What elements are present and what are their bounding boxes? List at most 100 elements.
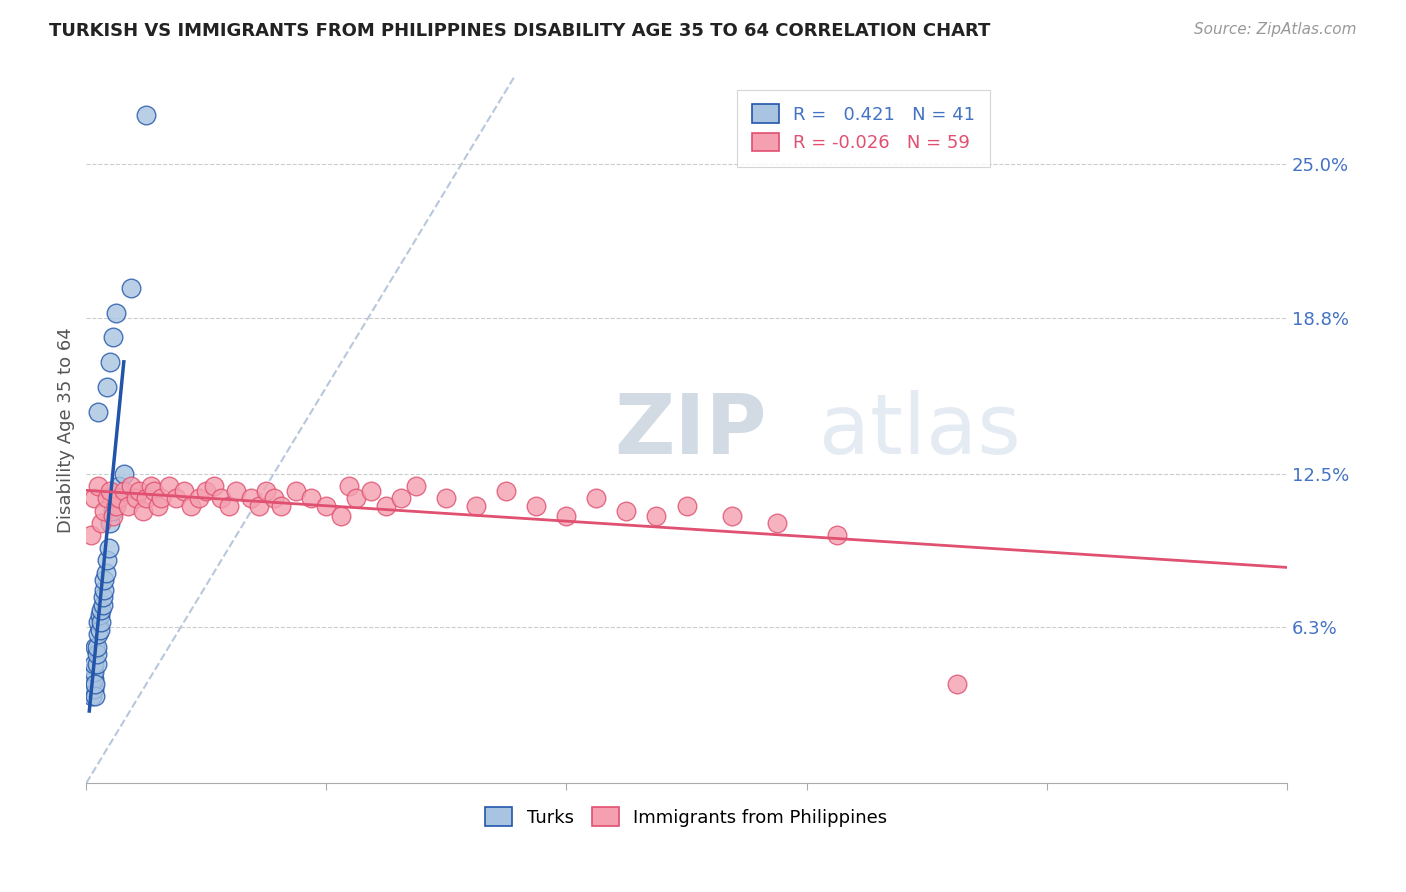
Point bbox=[93, 582, 115, 597]
Point bbox=[180, 499, 202, 513]
Point bbox=[105, 491, 128, 506]
Point bbox=[645, 508, 668, 523]
Point bbox=[526, 499, 548, 513]
Point bbox=[83, 665, 105, 679]
Point bbox=[87, 405, 110, 419]
Point bbox=[389, 491, 412, 506]
Point bbox=[344, 491, 367, 506]
Point bbox=[225, 483, 247, 498]
Point bbox=[187, 491, 209, 506]
Point bbox=[87, 615, 110, 629]
Point bbox=[84, 640, 107, 654]
Point bbox=[285, 483, 308, 498]
Point bbox=[337, 479, 360, 493]
Point bbox=[86, 640, 108, 654]
Point bbox=[83, 657, 105, 672]
Point bbox=[209, 491, 232, 506]
Point bbox=[90, 603, 112, 617]
Point bbox=[195, 483, 218, 498]
Point bbox=[108, 491, 131, 506]
Point bbox=[330, 508, 353, 523]
Point bbox=[157, 479, 180, 493]
Point bbox=[825, 528, 848, 542]
Point bbox=[299, 491, 322, 506]
Point bbox=[98, 516, 121, 530]
Point bbox=[585, 491, 607, 506]
Point bbox=[90, 615, 112, 629]
Point bbox=[103, 508, 125, 523]
Text: ZIP: ZIP bbox=[614, 390, 768, 471]
Point bbox=[82, 665, 104, 679]
Point bbox=[79, 677, 101, 691]
Point bbox=[80, 672, 103, 686]
Point bbox=[945, 677, 967, 691]
Point bbox=[247, 499, 270, 513]
Point bbox=[83, 672, 105, 686]
Point bbox=[82, 690, 104, 704]
Point bbox=[83, 681, 105, 696]
Point bbox=[103, 504, 125, 518]
Point bbox=[128, 483, 150, 498]
Point bbox=[375, 499, 398, 513]
Point bbox=[86, 657, 108, 672]
Point bbox=[84, 690, 107, 704]
Point bbox=[616, 504, 638, 518]
Point bbox=[94, 566, 117, 580]
Point bbox=[360, 483, 382, 498]
Text: atlas: atlas bbox=[818, 390, 1021, 471]
Point bbox=[315, 499, 337, 513]
Point bbox=[405, 479, 427, 493]
Point bbox=[96, 553, 118, 567]
Point bbox=[270, 499, 292, 513]
Point bbox=[675, 499, 697, 513]
Point bbox=[132, 504, 155, 518]
Point bbox=[218, 499, 240, 513]
Point bbox=[765, 516, 787, 530]
Point bbox=[108, 479, 131, 493]
Point bbox=[495, 483, 517, 498]
Point bbox=[105, 499, 128, 513]
Point bbox=[720, 508, 742, 523]
Point bbox=[465, 499, 488, 513]
Point bbox=[555, 508, 578, 523]
Point bbox=[103, 330, 125, 344]
Point bbox=[142, 483, 165, 498]
Point bbox=[93, 573, 115, 587]
Point bbox=[80, 528, 103, 542]
Point bbox=[89, 623, 111, 637]
Point bbox=[135, 107, 157, 121]
Point bbox=[173, 483, 195, 498]
Point bbox=[117, 499, 139, 513]
Point bbox=[98, 483, 121, 498]
Point bbox=[112, 467, 135, 481]
Point bbox=[82, 677, 104, 691]
Point bbox=[139, 479, 162, 493]
Point bbox=[135, 491, 157, 506]
Point bbox=[86, 648, 108, 662]
Point bbox=[97, 541, 120, 555]
Point bbox=[202, 479, 225, 493]
Point bbox=[105, 305, 128, 319]
Legend: Turks, Immigrants from Philippines: Turks, Immigrants from Philippines bbox=[478, 800, 894, 834]
Point bbox=[91, 598, 114, 612]
Point bbox=[93, 504, 115, 518]
Text: Source: ZipAtlas.com: Source: ZipAtlas.com bbox=[1194, 22, 1357, 37]
Point bbox=[112, 483, 135, 498]
Point bbox=[89, 607, 111, 622]
Point bbox=[96, 380, 118, 394]
Point bbox=[436, 491, 458, 506]
Point bbox=[87, 479, 110, 493]
Point bbox=[84, 677, 107, 691]
Point bbox=[150, 491, 173, 506]
Point bbox=[80, 681, 103, 696]
Point bbox=[120, 281, 142, 295]
Point bbox=[90, 516, 112, 530]
Point bbox=[125, 491, 148, 506]
Point bbox=[240, 491, 263, 506]
Point bbox=[83, 491, 105, 506]
Point bbox=[165, 491, 187, 506]
Point bbox=[98, 355, 121, 369]
Point bbox=[96, 491, 118, 506]
Point bbox=[148, 499, 170, 513]
Text: TURKISH VS IMMIGRANTS FROM PHILIPPINES DISABILITY AGE 35 TO 64 CORRELATION CHART: TURKISH VS IMMIGRANTS FROM PHILIPPINES D… bbox=[49, 22, 991, 40]
